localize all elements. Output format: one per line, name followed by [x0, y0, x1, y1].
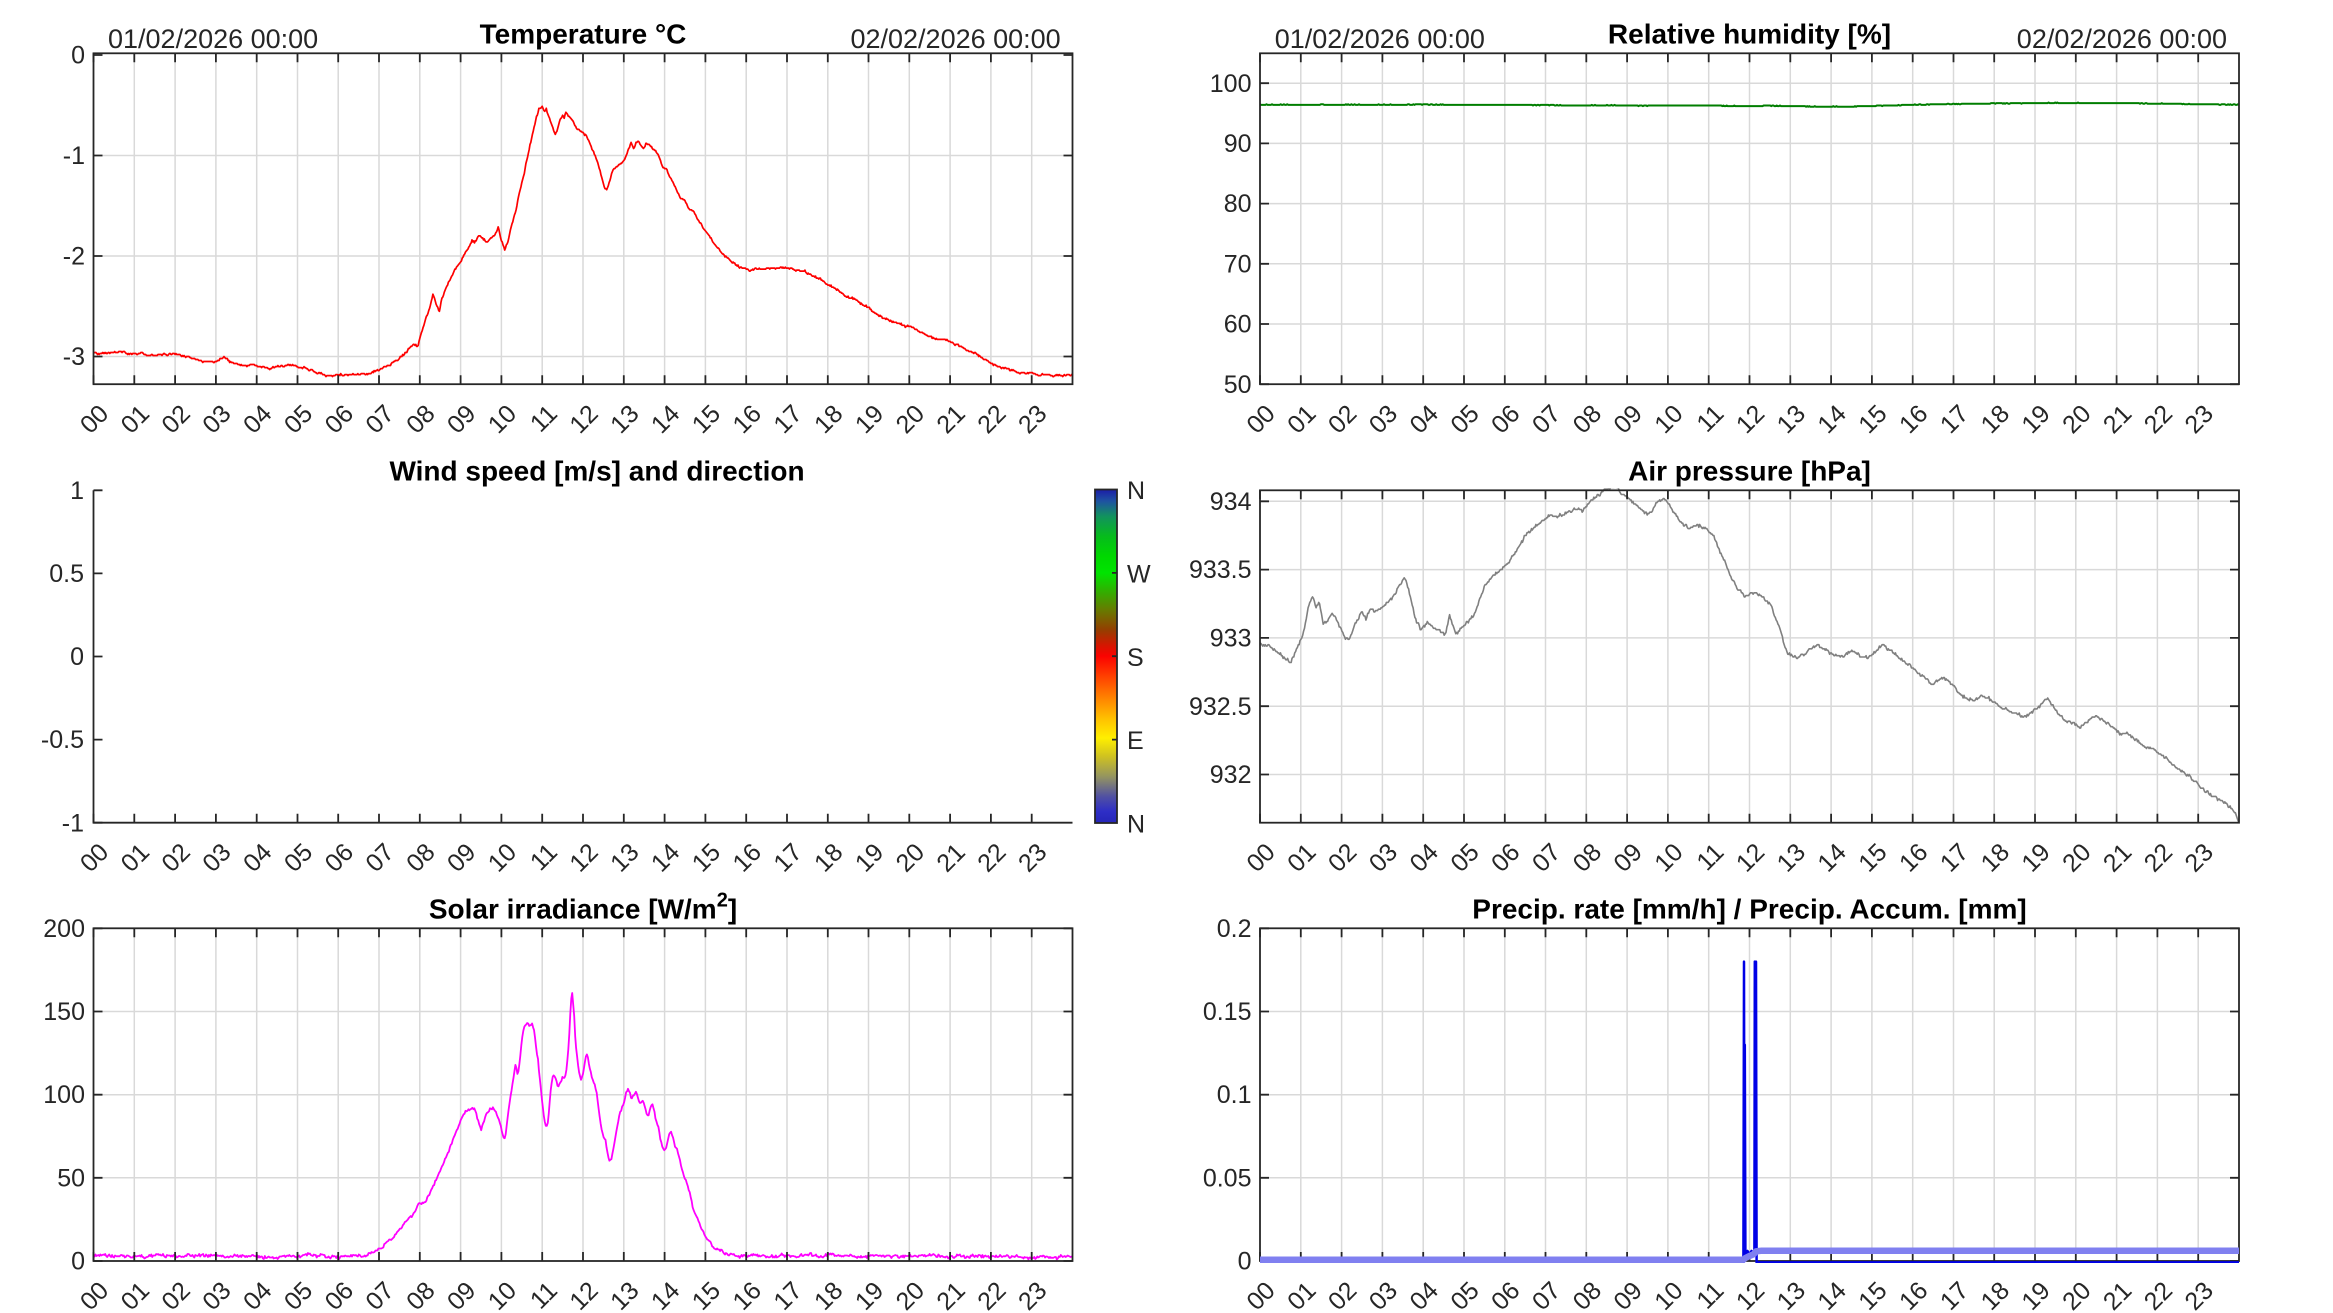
svg-text:60: 60 [1224, 311, 1252, 339]
svg-text:02/02/2026 00:00: 02/02/2026 00:00 [850, 24, 1060, 54]
svg-text:0: 0 [70, 643, 84, 671]
svg-text:01/02/2026 00:00: 01/02/2026 00:00 [1275, 24, 1485, 54]
svg-text:Temperature °C: Temperature °C [480, 18, 687, 49]
svg-text:934: 934 [1210, 488, 1252, 516]
svg-text:-3: -3 [63, 343, 85, 371]
svg-text:0.5: 0.5 [49, 560, 84, 588]
svg-text:933: 933 [1210, 625, 1252, 653]
svg-text:0: 0 [71, 42, 85, 70]
svg-text:0: 0 [1238, 1248, 1252, 1276]
svg-text:0.1: 0.1 [1217, 1081, 1252, 1109]
svg-text:1: 1 [70, 477, 84, 505]
svg-text:-1: -1 [63, 142, 85, 170]
svg-text:Wind speed [m/s] and direction: Wind speed [m/s] and direction [389, 455, 804, 486]
svg-text:0.05: 0.05 [1203, 1164, 1252, 1192]
svg-text:0.2: 0.2 [1217, 915, 1252, 943]
svg-text:01/02/2026 00:00: 01/02/2026 00:00 [108, 24, 318, 54]
svg-text:W: W [1127, 560, 1151, 588]
svg-text:-0.5: -0.5 [41, 726, 84, 754]
svg-text:02/02/2026 00:00: 02/02/2026 00:00 [2017, 24, 2227, 54]
svg-text:932.5: 932.5 [1189, 693, 1252, 721]
svg-text:-1: -1 [62, 809, 84, 837]
svg-text:S: S [1127, 644, 1144, 672]
svg-text:932: 932 [1210, 761, 1252, 789]
svg-text:150: 150 [43, 998, 85, 1026]
svg-text:N: N [1127, 477, 1145, 505]
svg-text:Precip. rate [mm/h] / Precip.: Precip. rate [mm/h] / Precip. Accum. [mm… [1472, 894, 2026, 925]
svg-text:100: 100 [43, 1081, 85, 1109]
svg-text:933.5: 933.5 [1189, 556, 1252, 584]
svg-text:N: N [1127, 811, 1145, 839]
svg-text:0.15: 0.15 [1203, 998, 1252, 1026]
svg-text:50: 50 [1224, 371, 1252, 399]
svg-text:Relative humidity [%]: Relative humidity [%] [1608, 18, 1891, 49]
svg-text:-2: -2 [63, 243, 85, 271]
svg-text:80: 80 [1224, 190, 1252, 218]
svg-text:90: 90 [1224, 130, 1252, 158]
svg-text:Air pressure [hPa]: Air pressure [hPa] [1628, 455, 1871, 486]
svg-text:70: 70 [1224, 250, 1252, 278]
svg-text:Solar irradiance [W/m2]: Solar irradiance [W/m2] [429, 890, 737, 925]
svg-text:100: 100 [1210, 70, 1252, 98]
svg-text:50: 50 [57, 1164, 85, 1192]
svg-text:200: 200 [43, 915, 85, 943]
svg-text:0: 0 [71, 1248, 85, 1276]
svg-text:E: E [1127, 727, 1144, 755]
